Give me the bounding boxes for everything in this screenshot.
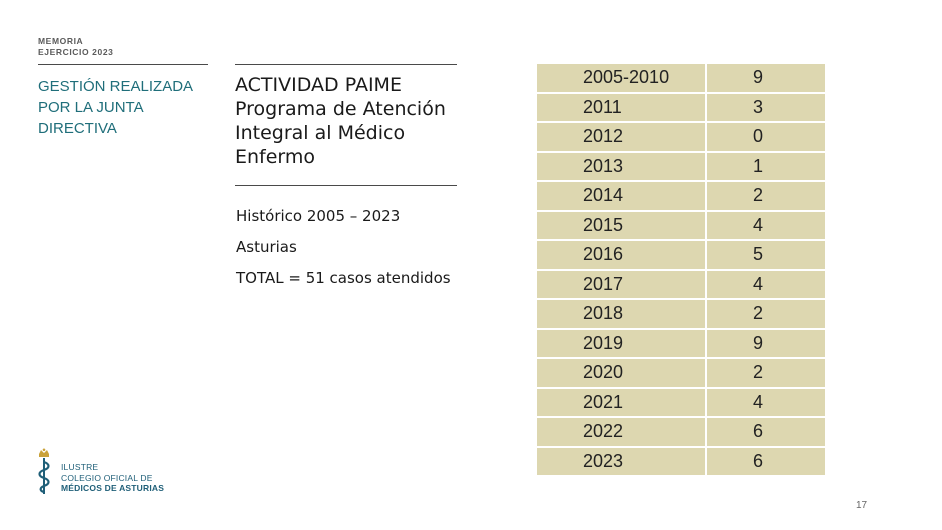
table-row: 2021 4 xyxy=(537,388,825,416)
title-top-divider xyxy=(235,64,457,65)
section-heading: GESTIÓN REALIZADA POR LA JUNTA DIRECTIVA xyxy=(38,76,208,139)
table-row: 2020 2 xyxy=(537,359,825,387)
year-cell: 2014 xyxy=(537,182,705,210)
section-line-2: POR LA JUNTA xyxy=(38,99,144,116)
page-number: 17 xyxy=(856,500,868,511)
year-cell: 2012 xyxy=(537,123,705,151)
college-line-1: ILUSTRE xyxy=(61,462,99,472)
year-cell: 2018 xyxy=(537,300,705,328)
year-cell: 2019 xyxy=(537,329,705,357)
table-row: 2014 2 xyxy=(537,182,825,210)
count-cell: 3 xyxy=(707,93,825,121)
count-cell: 5 xyxy=(707,241,825,269)
year-cell: 2005-2010 xyxy=(537,64,705,92)
count-cell: 2 xyxy=(707,182,825,210)
table-row: 2012 0 xyxy=(537,123,825,151)
count-cell: 0 xyxy=(707,123,825,151)
table-row: 2019 9 xyxy=(537,329,825,357)
count-cell: 9 xyxy=(707,64,825,92)
region-text: Asturias xyxy=(236,238,297,256)
table-row: 2013 1 xyxy=(537,152,825,180)
historico-text: Histórico 2005 – 2023 xyxy=(236,207,401,225)
count-cell: 4 xyxy=(707,388,825,416)
count-cell: 4 xyxy=(707,211,825,239)
count-cell: 2 xyxy=(707,300,825,328)
total-text: TOTAL = 51 casos atendidos xyxy=(236,269,451,287)
year-cell: 2011 xyxy=(537,93,705,121)
title-line-2: Programa de Atención xyxy=(235,98,446,120)
table-row: 2005-2010 9 xyxy=(537,64,825,92)
count-cell: 2 xyxy=(707,359,825,387)
count-cell: 6 xyxy=(707,447,825,475)
year-cell: 2017 xyxy=(537,270,705,298)
count-cell: 6 xyxy=(707,418,825,446)
title-line-1: ACTIVIDAD PAIME xyxy=(235,74,402,96)
table-row: 2016 5 xyxy=(537,241,825,269)
table-row: 2018 2 xyxy=(537,300,825,328)
title-line-4: Enfermo xyxy=(235,146,316,168)
section-line-3: DIRECTIVA xyxy=(38,120,117,137)
college-name: ILUSTRE COLEGIO OFICIAL DE MÉDICOS DE AS… xyxy=(61,462,164,494)
count-cell: 1 xyxy=(707,152,825,180)
year-cell: 2016 xyxy=(537,241,705,269)
table-row: 2023 6 xyxy=(537,447,825,475)
report-title: MEMORIA xyxy=(38,36,84,46)
report-year: EJERCICIO 2023 xyxy=(38,47,114,57)
year-cell: 2021 xyxy=(537,388,705,416)
title-bottom-divider xyxy=(235,185,457,186)
section-line-1: GESTIÓN REALIZADA xyxy=(38,78,194,95)
college-line-3: MÉDICOS DE ASTURIAS xyxy=(61,483,165,493)
section-divider xyxy=(38,64,208,65)
title-line-3: Integral al Médico xyxy=(235,122,406,144)
details-block: Histórico 2005 – 2023 Asturias TOTAL = 5… xyxy=(236,205,451,298)
table-row: 2022 6 xyxy=(537,418,825,446)
page-title: ACTIVIDAD PAIME Programa de Atención Int… xyxy=(235,73,475,169)
table-row: 2017 4 xyxy=(537,270,825,298)
count-cell: 9 xyxy=(707,329,825,357)
college-line-2: COLEGIO OFICIAL DE xyxy=(61,472,153,483)
college-logo-icon xyxy=(38,448,50,494)
year-cell: 2022 xyxy=(537,418,705,446)
table-row: 2015 4 xyxy=(537,211,825,239)
year-cell: 2020 xyxy=(537,359,705,387)
count-cell: 4 xyxy=(707,270,825,298)
year-cell: 2013 xyxy=(537,152,705,180)
table-row: 2011 3 xyxy=(537,93,825,121)
cases-table: 2005-2010 9 2011 3 2012 0 2013 1 2014 2 2015 4 2016 5… xyxy=(537,64,825,475)
report-header: MEMORIA EJERCICIO 2023 xyxy=(38,36,114,58)
year-cell: 2023 xyxy=(537,447,705,475)
year-cell: 2015 xyxy=(537,211,705,239)
